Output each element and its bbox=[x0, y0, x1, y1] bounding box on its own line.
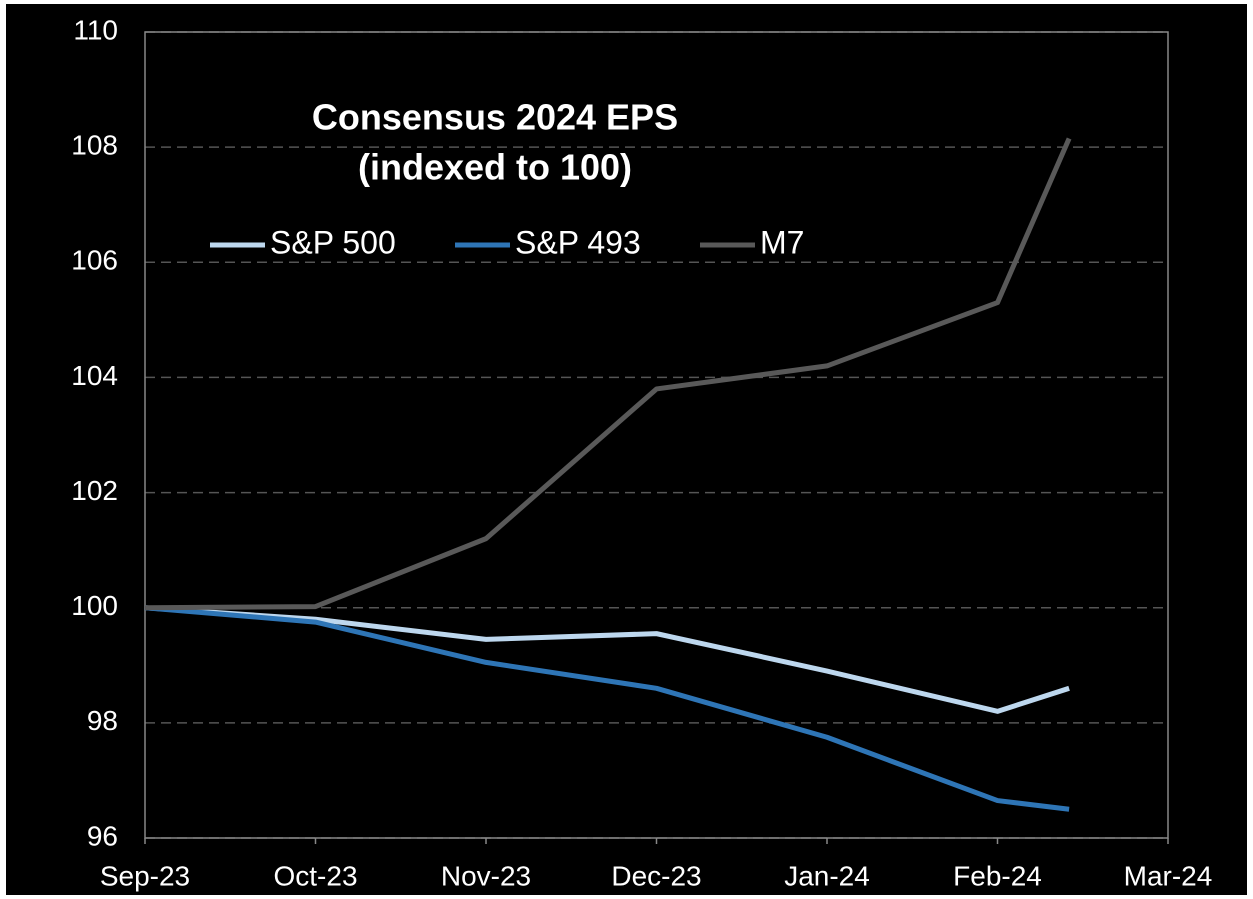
series-line bbox=[144, 605, 1070, 714]
chart-subtitle: (indexed to 100) bbox=[358, 147, 632, 188]
y-tick-label: 102 bbox=[71, 475, 118, 506]
y-tick-label: 110 bbox=[73, 14, 118, 45]
background bbox=[6, 4, 1247, 895]
series-line bbox=[144, 605, 1070, 812]
y-tick-label: 96 bbox=[87, 820, 118, 851]
x-tick-label: Dec-23 bbox=[611, 860, 701, 891]
x-tick-label: Sep-23 bbox=[100, 860, 190, 891]
legend-label: M7 bbox=[760, 224, 804, 260]
legend-label: S&P 493 bbox=[515, 224, 641, 260]
plot-border bbox=[144, 31, 1169, 839]
x-tick-label: Feb-24 bbox=[953, 860, 1042, 891]
x-tick-label: Oct-23 bbox=[273, 860, 357, 891]
x-tick-label: Mar-24 bbox=[1124, 860, 1213, 891]
series-line bbox=[144, 137, 1072, 611]
x-tick-label: Nov-23 bbox=[441, 860, 531, 891]
y-tick-label: 108 bbox=[71, 130, 118, 161]
chart-title: Consensus 2024 EPS bbox=[312, 97, 678, 138]
x-tick-label: Jan-24 bbox=[784, 860, 870, 891]
y-tick-label: 106 bbox=[71, 245, 118, 276]
y-tick-label: 98 bbox=[87, 705, 118, 736]
y-tick-label: 104 bbox=[71, 360, 118, 391]
legend-label: S&P 500 bbox=[270, 224, 396, 260]
y-tick-label: 100 bbox=[71, 590, 118, 621]
